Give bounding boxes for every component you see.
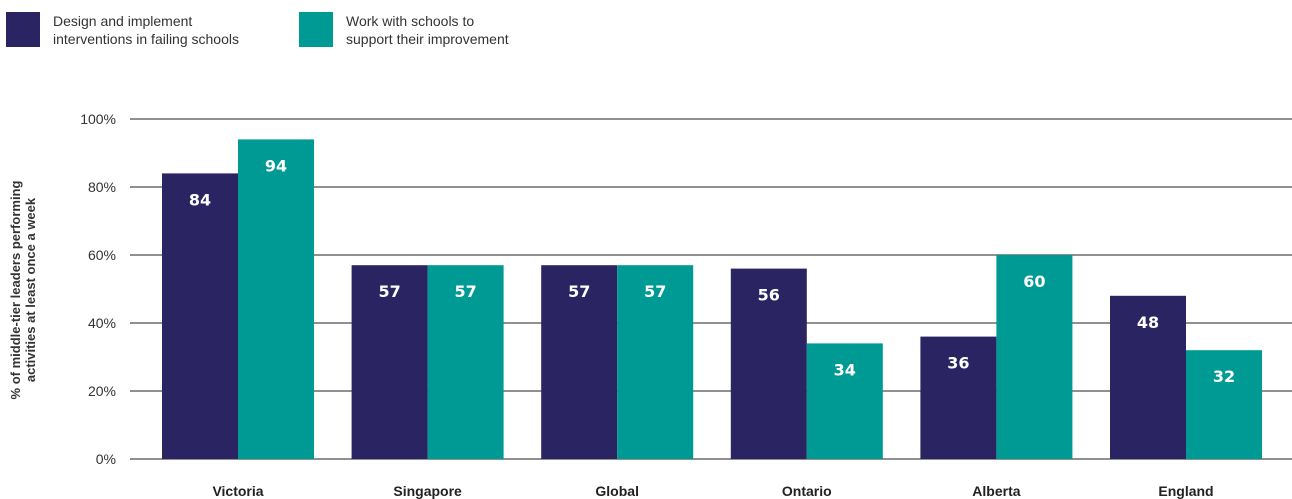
y-tick-label: 20%: [88, 383, 116, 399]
y-tick-label: 80%: [88, 179, 116, 195]
category-label: England: [1158, 483, 1213, 499]
bar-value-label: 60: [1023, 272, 1045, 291]
category-label: Global: [595, 483, 639, 499]
bar-value-label: 36: [947, 354, 969, 373]
bar: [541, 265, 618, 459]
bar: [617, 265, 694, 459]
category-label: Alberta: [972, 483, 1020, 499]
bar-value-label: 94: [265, 156, 287, 175]
bar: [920, 336, 997, 459]
bar-value-label: 84: [189, 190, 211, 209]
category-label: Victoria: [212, 483, 263, 499]
bar-value-label: 57: [568, 282, 590, 301]
legend-label-interventions: Design and implement interventions in fa…: [53, 13, 239, 47]
y-tick-label: 60%: [88, 247, 116, 263]
bar: [427, 265, 504, 459]
category-label: Ontario: [782, 483, 832, 499]
bar: [238, 139, 314, 459]
category-label: Singapore: [393, 483, 462, 499]
bar: [351, 265, 428, 459]
legend-swatch-support: [299, 12, 333, 47]
y-tick-label: 100%: [80, 111, 116, 127]
bar: [730, 268, 807, 459]
bar-value-label: 34: [834, 360, 856, 379]
legend-label-support: Work with schools to support their impro…: [346, 13, 509, 47]
y-tick-label: 0%: [96, 451, 116, 467]
bar-value-label: 57: [644, 282, 666, 301]
legend-item-support: Work with schools to support their impro…: [299, 12, 556, 48]
legend-swatch-interventions: [6, 12, 40, 47]
bar: [1110, 295, 1186, 459]
bar-value-label: 48: [1137, 313, 1159, 332]
legend-item-interventions: Design and implement interventions in fa…: [6, 12, 263, 48]
bar: [996, 255, 1073, 459]
bar-value-label: 57: [454, 282, 476, 301]
bar-value-label: 32: [1213, 367, 1235, 386]
y-axis-title: % of middle-tier leaders performing: [8, 181, 23, 400]
bar: [806, 343, 883, 459]
y-axis-title: activities at least once a week: [23, 197, 38, 382]
bar: [162, 173, 238, 459]
bar: [1186, 350, 1262, 459]
chart-legend: Design and implement interventions in fa…: [6, 12, 592, 48]
bar-value-label: 57: [378, 282, 400, 301]
y-tick-label: 40%: [88, 315, 116, 331]
bar-value-label: 56: [758, 286, 780, 305]
